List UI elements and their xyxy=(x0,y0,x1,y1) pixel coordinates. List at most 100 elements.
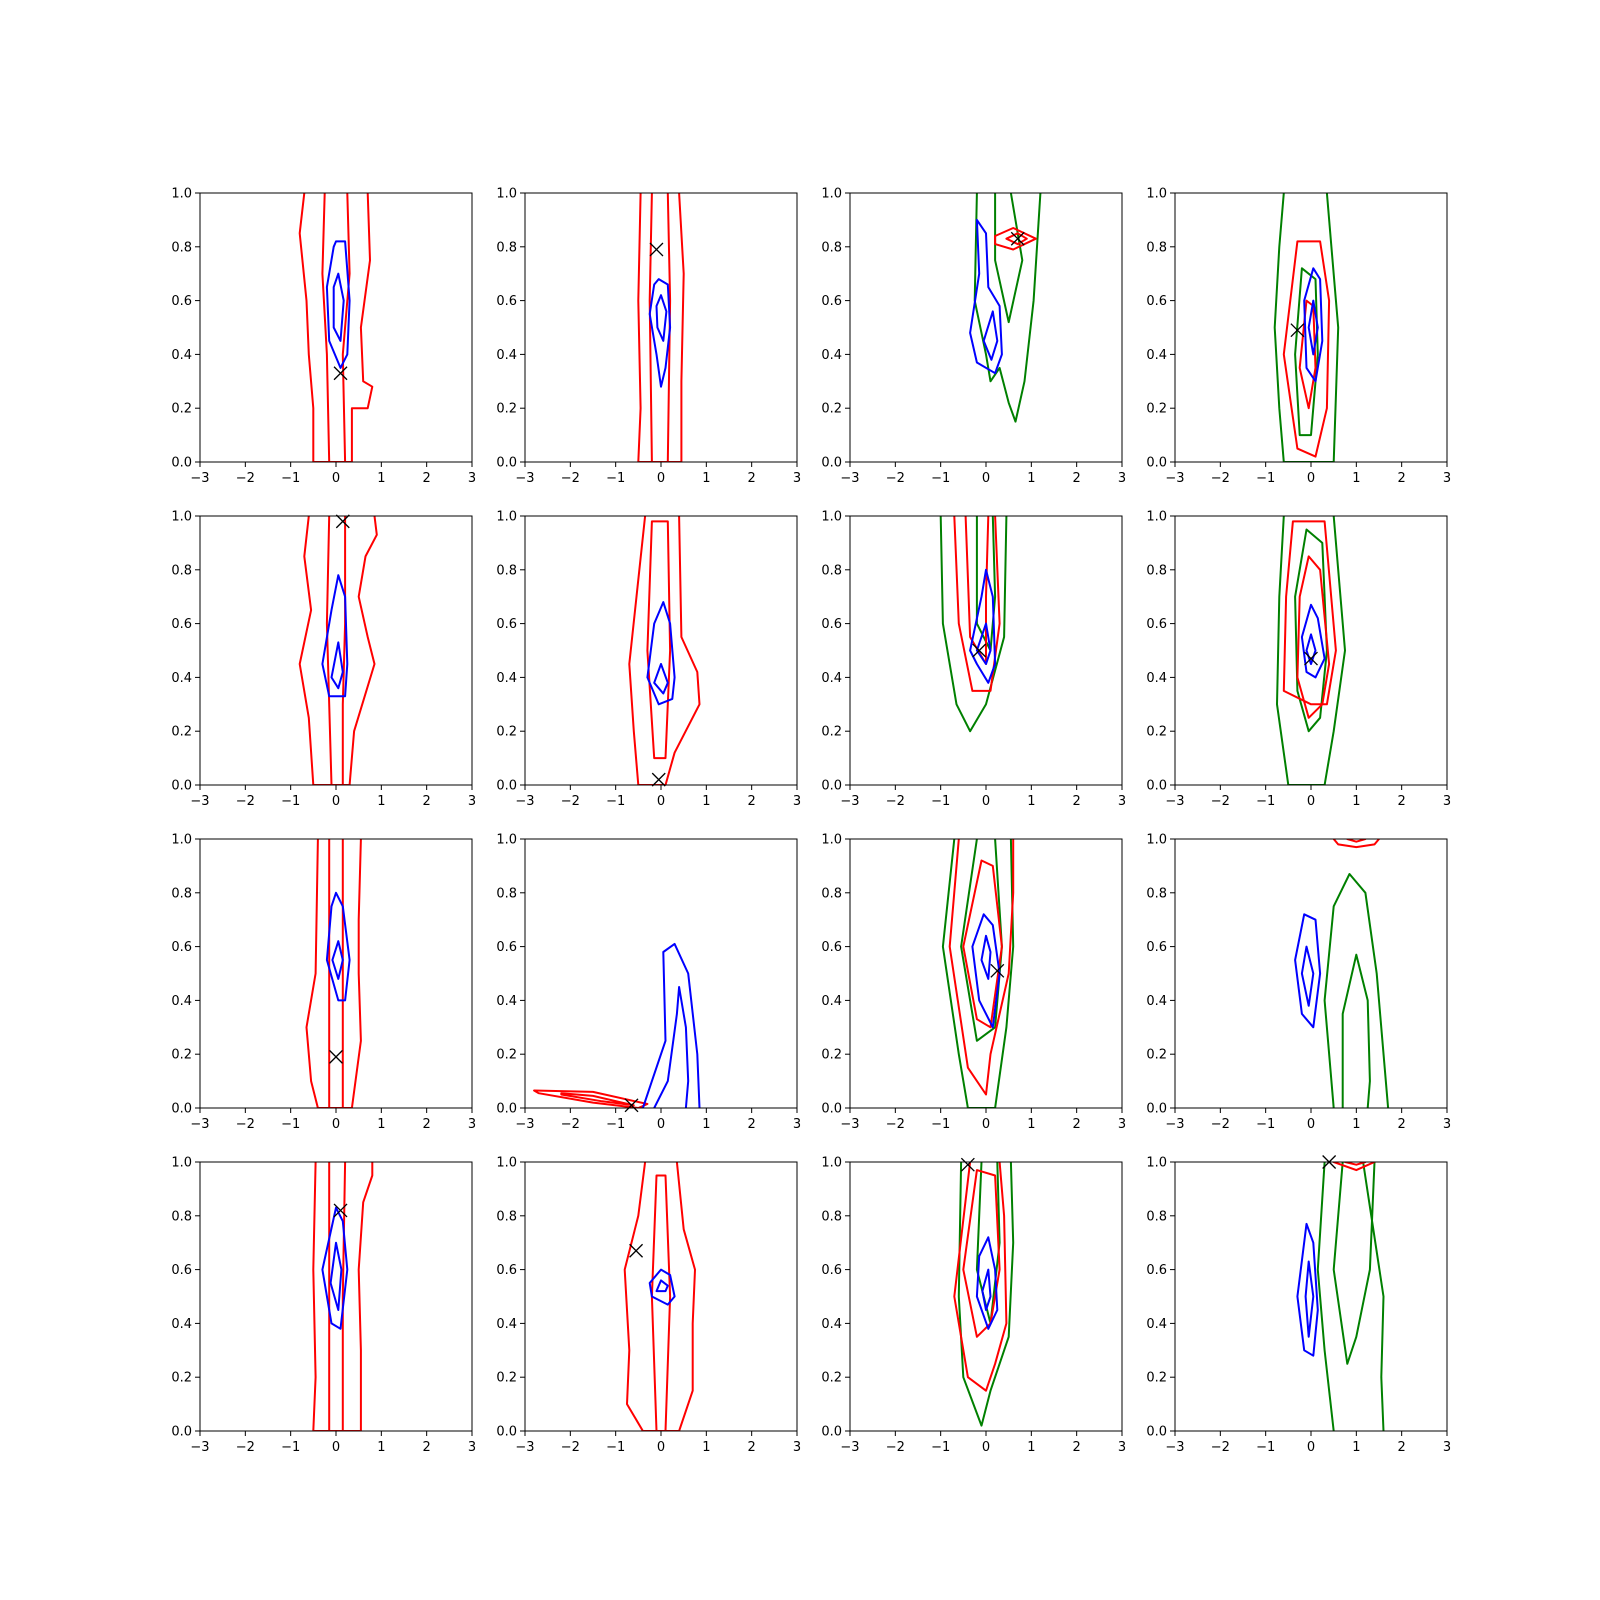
panel-r2c1: −3 −2 −1 0 1 2 3 0.0 0.2 0.4 0.6 0.8 1.0 xyxy=(171,510,476,810)
contours xyxy=(939,516,1008,733)
red-contour-line xyxy=(328,1162,347,1431)
y-tick-label: 0.6 xyxy=(171,940,192,955)
red-contour-line xyxy=(298,193,374,462)
y-tick-label: 0.6 xyxy=(496,294,517,309)
x-tick-label: 0 xyxy=(332,1117,340,1132)
axes-frame xyxy=(524,1161,798,1432)
x-tick-label: −2 xyxy=(236,471,255,486)
x-tick-label: 1 xyxy=(377,1440,385,1455)
blue-contour-line xyxy=(331,940,344,980)
blue-contour-line xyxy=(655,294,668,342)
y-tick-label: 0.2 xyxy=(821,1048,842,1063)
y-tick-label: 0.8 xyxy=(171,886,192,901)
blue-contour-line xyxy=(975,622,992,665)
y-tick-label: 1.0 xyxy=(496,187,517,202)
y-tick-label: 0.2 xyxy=(171,402,192,417)
contours xyxy=(623,1162,696,1431)
x-tick-label: 1 xyxy=(1352,794,1360,809)
x-tick-label: 3 xyxy=(1118,794,1126,809)
x-tick-label: 2 xyxy=(1398,1117,1406,1132)
x-tick-label: 0 xyxy=(982,1117,990,1132)
y-tick-label: 0.8 xyxy=(1146,886,1167,901)
x-tick-label: 3 xyxy=(468,1440,476,1455)
x-tick-label: −3 xyxy=(190,471,209,486)
red-contour-line xyxy=(994,227,1037,251)
x-tick-label: −2 xyxy=(561,471,580,486)
y-tick-label: 0.8 xyxy=(171,1209,192,1224)
y-tick-label: 1.0 xyxy=(821,1156,842,1171)
y-tick-label: 0.8 xyxy=(821,886,842,901)
axes-frame xyxy=(524,515,798,786)
x-marker xyxy=(329,1049,343,1064)
y-tick-label: 0.8 xyxy=(496,563,517,578)
y-tick-label: 1.0 xyxy=(1146,187,1167,202)
y-tick-label: 1.0 xyxy=(496,510,517,525)
red-contour-line xyxy=(962,859,1003,1029)
green-contour-line xyxy=(1341,953,1371,1108)
x-tick-label: −2 xyxy=(1211,471,1230,486)
y-tick-label: 1.0 xyxy=(1146,510,1167,525)
x-tick-label: 1 xyxy=(702,1440,710,1455)
y-tick-label: 0.6 xyxy=(821,940,842,955)
x-tick-label: 2 xyxy=(423,471,431,486)
y-tick-label: 0.2 xyxy=(821,402,842,417)
x-tick-label: −1 xyxy=(281,1117,300,1132)
contours xyxy=(1294,839,1390,1108)
y-tick-label: 0.8 xyxy=(1146,1209,1167,1224)
x-tick-label: −3 xyxy=(1165,471,1184,486)
y-tick-label: 0.4 xyxy=(1146,994,1167,1009)
x-tick-label: −3 xyxy=(840,1117,859,1132)
y-tick-label: 0.4 xyxy=(1146,348,1167,363)
red-contour-line xyxy=(1005,232,1028,246)
red-contour-line xyxy=(1332,1162,1376,1172)
y-tick-label: 0.8 xyxy=(496,240,517,255)
x-tick-label: −3 xyxy=(190,1117,209,1132)
y-tick-label: 0.6 xyxy=(821,294,842,309)
x-marker xyxy=(960,1157,975,1172)
x-tick-label: −1 xyxy=(931,1440,950,1455)
axes-frame xyxy=(1174,838,1448,1109)
blue-contour-line xyxy=(980,934,992,980)
contours xyxy=(941,839,1015,1108)
x-tick-label: 3 xyxy=(793,471,801,486)
y-tick-label: 1.0 xyxy=(1146,833,1167,848)
red-contour-line xyxy=(1282,240,1331,458)
y-tick-label: 0.2 xyxy=(171,1371,192,1386)
x-tick-label: −1 xyxy=(606,471,625,486)
red-contour-line xyxy=(1344,1162,1367,1166)
x-tick-label: 0 xyxy=(657,794,665,809)
y-tick-label: 0.4 xyxy=(171,994,192,1009)
y-tick-label: 0.0 xyxy=(1146,1425,1167,1440)
green-contour-line xyxy=(957,1162,1015,1427)
red-contour-line xyxy=(533,1089,649,1108)
red-contour-line xyxy=(1296,555,1331,719)
blue-contour-line xyxy=(969,218,1003,375)
y-tick-label: 0.4 xyxy=(496,348,517,363)
x-tick-label: 3 xyxy=(1443,471,1451,486)
blue-contour-line xyxy=(653,986,690,1108)
y-tick-label: 0.8 xyxy=(821,1209,842,1224)
red-contour-line xyxy=(650,1174,672,1431)
y-tick-label: 0.4 xyxy=(496,671,517,686)
x-tick-label: 3 xyxy=(793,1440,801,1455)
y-tick-label: 0.8 xyxy=(171,240,192,255)
y-tick-label: 1.0 xyxy=(171,833,192,848)
x-tick-label: 1 xyxy=(702,794,710,809)
y-tick-label: 0.0 xyxy=(1146,1102,1167,1117)
x-tick-label: −2 xyxy=(886,794,905,809)
blue-contour-line xyxy=(648,1268,676,1306)
green-contour-line xyxy=(973,193,1042,423)
y-tick-label: 0.0 xyxy=(171,456,192,471)
y-tick-label: 0.2 xyxy=(171,1048,192,1063)
red-contour-line xyxy=(1346,839,1367,843)
x-tick-label: −3 xyxy=(840,1440,859,1455)
contours xyxy=(533,942,701,1108)
x-tick-label: 3 xyxy=(1118,471,1126,486)
panel-r2c2: −3 −2 −1 0 1 2 3 0.0 0.2 0.4 0.6 0.8 1.0 xyxy=(496,510,801,810)
x-tick-label: −2 xyxy=(236,1117,255,1132)
panel-r3c4: −3 −2 −1 0 1 2 3 0.0 0.2 0.4 0.6 0.8 1.0 xyxy=(1146,833,1451,1133)
panel-r1c4: −3 −2 −1 0 1 2 3 0.0 0.2 0.4 0.6 0.8 1.0 xyxy=(1146,187,1451,487)
blue-contour-line xyxy=(1307,299,1319,356)
red-contour-line xyxy=(953,516,1001,692)
